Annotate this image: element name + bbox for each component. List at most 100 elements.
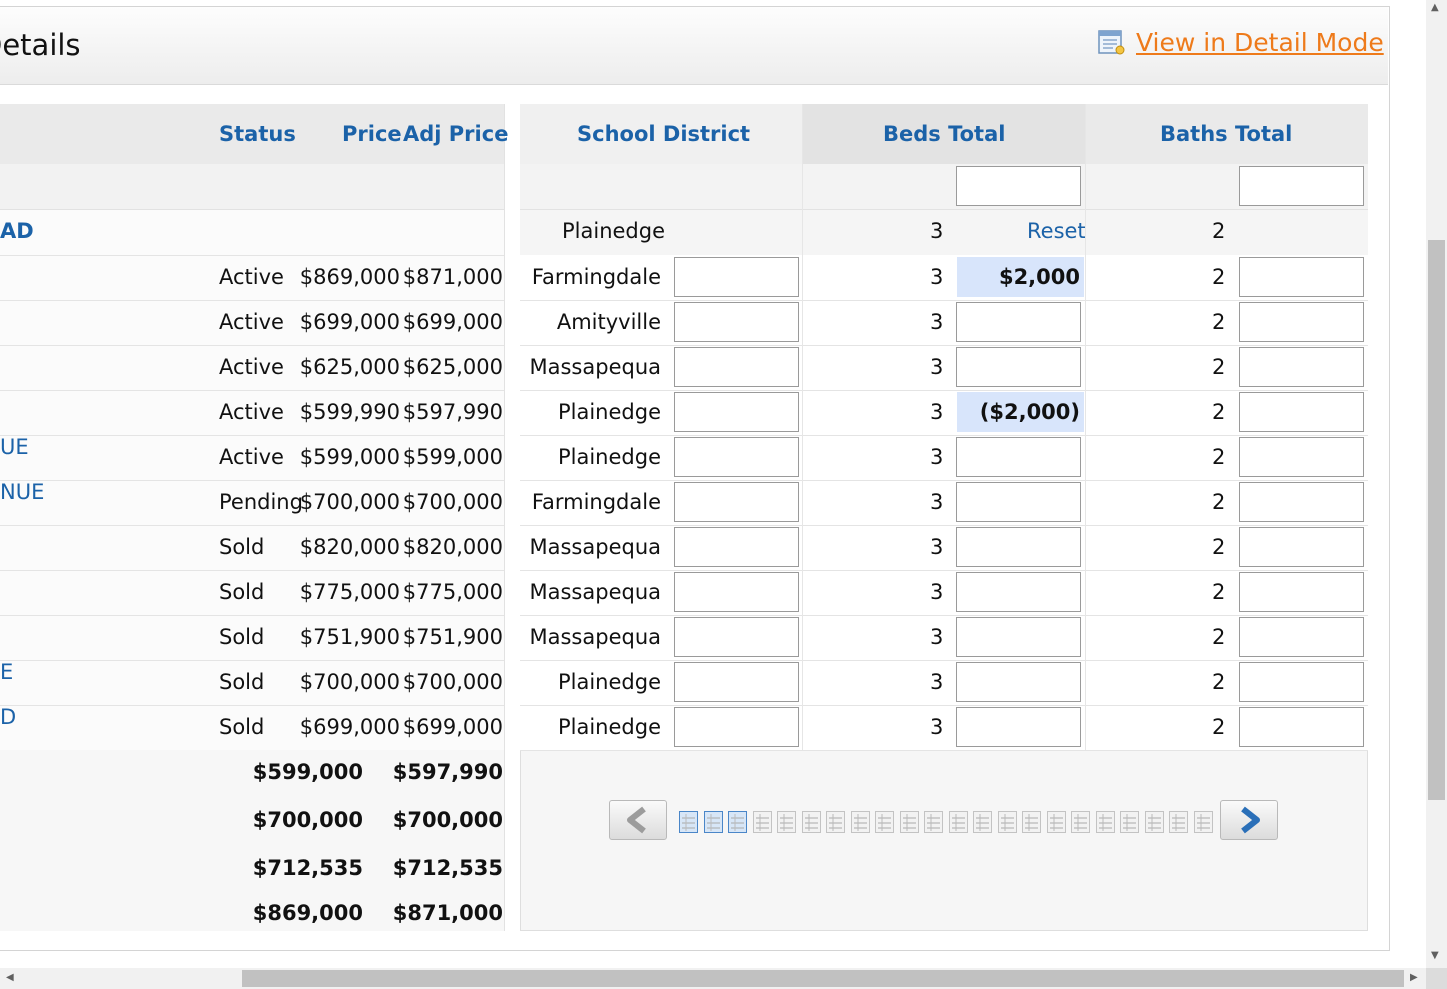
scroll-down-arrow-icon[interactable]: ▼ (1431, 950, 1439, 961)
price-cell: $699,000 (299, 715, 400, 739)
next-page-button[interactable] (1220, 800, 1278, 840)
adj-price-cell: $625,000 (402, 355, 503, 379)
column-header-baths-total[interactable]: Baths Total (1160, 122, 1293, 146)
baths-adjustment-input[interactable] (1239, 257, 1364, 297)
baths-adjustment-input[interactable] (1239, 527, 1364, 567)
left-grid-header (0, 104, 504, 164)
baths-adjustment-input[interactable] (1239, 347, 1364, 387)
page-icon[interactable] (1022, 811, 1041, 833)
page-icon[interactable] (1046, 811, 1066, 833)
school-adjustment-input[interactable] (674, 437, 799, 477)
baths-adjustment-input[interactable] (1239, 482, 1364, 522)
adj-price-cell: $751,900 (402, 625, 503, 649)
baths-adjustment-input[interactable] (1239, 662, 1364, 702)
page-icon[interactable] (801, 811, 821, 833)
column-header-price[interactable]: Price (342, 122, 402, 146)
baths-adjustment-input[interactable] (1239, 392, 1364, 432)
price-cell: $599,000 (299, 445, 400, 469)
column-header-adj-price[interactable]: Adj Price (403, 122, 509, 146)
school-adjustment-input[interactable] (674, 302, 799, 342)
column-header-school-district[interactable]: School District (577, 122, 751, 146)
school-adjustment-input[interactable] (674, 392, 799, 432)
page-icon[interactable] (826, 811, 845, 833)
scroll-left-arrow-icon[interactable]: ◀ (6, 972, 14, 983)
horizontal-scroll-thumb[interactable] (242, 970, 1404, 987)
school-adjustment-input[interactable] (674, 662, 799, 702)
page-icon[interactable] (777, 811, 796, 833)
baths-adjustment-input[interactable] (1239, 617, 1364, 657)
beds-adjustment-input[interactable] (956, 437, 1081, 477)
beds-adjustment-input[interactable] (956, 347, 1081, 387)
beds-adjustment-input[interactable] (956, 572, 1081, 612)
beds-filter-input[interactable] (956, 166, 1081, 206)
page-icon[interactable] (679, 811, 698, 833)
baths-adjustment-input[interactable] (1239, 302, 1364, 342)
column-header-status[interactable]: Status (219, 122, 296, 146)
baths-cell: 2 (1212, 265, 1226, 289)
adj-price-cell: $820,000 (402, 535, 503, 559)
scroll-up-arrow-icon[interactable]: ▲ (1431, 2, 1439, 13)
price-cell: $625,000 (299, 355, 400, 379)
page-icon[interactable] (850, 811, 870, 833)
page-icon[interactable] (997, 811, 1017, 833)
baths-adjustment-input[interactable] (1239, 572, 1364, 612)
beds-adjustment-input[interactable] (956, 302, 1081, 342)
adj-price-cell: $597,990 (402, 400, 503, 424)
page-icon[interactable] (728, 811, 747, 833)
beds-adjustment-input[interactable] (956, 662, 1081, 702)
summary-area (0, 750, 504, 931)
beds-adjustment-input[interactable] (956, 527, 1081, 567)
page-icon[interactable] (1169, 811, 1188, 833)
page-icon[interactable] (1193, 811, 1213, 833)
beds-cell: 3 (930, 490, 944, 514)
page-icon[interactable] (1071, 811, 1090, 833)
scroll-right-arrow-icon[interactable]: ▶ (1410, 972, 1418, 983)
school-adjustment-input[interactable] (674, 257, 799, 297)
school-adjustment-input[interactable] (674, 482, 799, 522)
school-adjustment-input[interactable] (674, 347, 799, 387)
subject-address[interactable]: AD (0, 219, 34, 243)
baths-filter-input[interactable] (1239, 166, 1364, 206)
prev-page-button[interactable] (609, 800, 667, 840)
beds-adjustment-input[interactable] (956, 482, 1081, 522)
beds-adjustment-input[interactable] (956, 707, 1081, 747)
beds-adjustment-value[interactable]: ($2,000) (957, 392, 1084, 432)
baths-adjustment-input[interactable] (1239, 707, 1364, 747)
vertical-scroll-thumb[interactable] (1428, 240, 1445, 800)
page-icon[interactable] (973, 811, 992, 833)
baths-cell: 2 (1212, 715, 1226, 739)
page-icon[interactable] (1144, 811, 1164, 833)
beds-adjustment-value[interactable]: $2,000 (957, 257, 1084, 297)
school-adjustment-input[interactable] (674, 617, 799, 657)
row-divider (0, 435, 504, 436)
page-icon[interactable] (948, 811, 968, 833)
school-district-cell: Plainedge (557, 400, 661, 424)
page-icon[interactable] (924, 811, 943, 833)
page-icon[interactable] (703, 811, 723, 833)
address-link[interactable]: D (0, 705, 17, 729)
address-link[interactable]: UE (0, 435, 29, 459)
baths-adjustment-input[interactable] (1239, 437, 1364, 477)
page-icon[interactable] (875, 811, 894, 833)
school-adjustment-input[interactable] (674, 572, 799, 612)
page-icon[interactable] (1095, 811, 1115, 833)
column-header-beds-total[interactable]: Beds Total (883, 122, 1006, 146)
page-icon[interactable] (1120, 811, 1139, 833)
detail-mode-icon[interactable] (1097, 29, 1127, 57)
baths-cell: 2 (1212, 445, 1226, 469)
school-adjustment-input[interactable] (674, 527, 799, 567)
row-divider (0, 705, 504, 706)
address-link[interactable]: E (0, 660, 14, 684)
reset-link[interactable]: Reset (1027, 219, 1086, 243)
school-adjustment-input[interactable] (674, 707, 799, 747)
beds-cell: 3 (930, 625, 944, 649)
school-district-cell: Amityville (556, 310, 661, 334)
page-icon[interactable] (752, 811, 772, 833)
page-icon[interactable] (899, 811, 919, 833)
adj-price-cell: $699,000 (402, 310, 503, 334)
view-detail-mode-link[interactable]: View in Detail Mode (1136, 28, 1384, 57)
chevron-left-icon (627, 806, 646, 834)
beds-cell: 3 (930, 715, 944, 739)
address-link[interactable]: NUE (0, 480, 45, 504)
beds-adjustment-input[interactable] (956, 617, 1081, 657)
